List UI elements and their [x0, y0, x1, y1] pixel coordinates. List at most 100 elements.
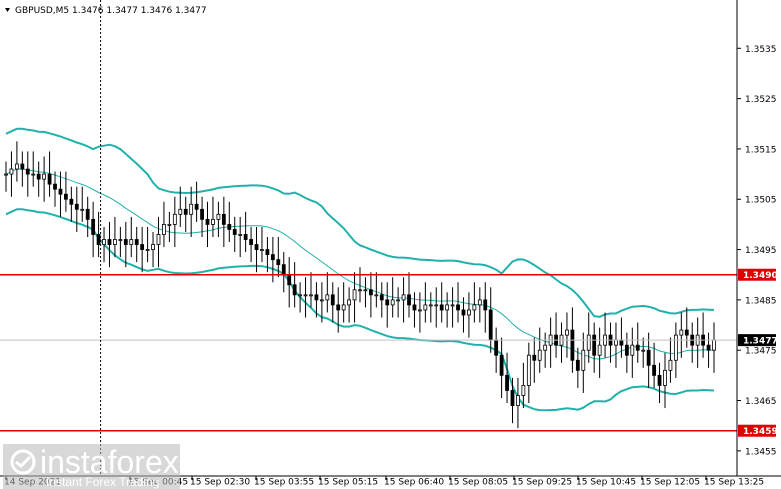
candle-body	[456, 304, 460, 311]
candle-body	[129, 239, 134, 245]
candle	[690, 322, 695, 363]
candle	[434, 287, 439, 328]
candle	[232, 216, 237, 253]
candle	[548, 317, 553, 368]
candle-body	[521, 385, 526, 396]
candle	[641, 337, 646, 368]
y-tick-label: 1.3525	[745, 95, 777, 105]
candle	[80, 186, 85, 222]
candle-body	[270, 254, 275, 261]
candle-body	[31, 173, 36, 176]
candle-body	[657, 374, 662, 386]
moving-average-line	[5, 168, 715, 360]
candle	[614, 322, 618, 368]
candle-body	[488, 309, 493, 341]
candle	[663, 352, 667, 409]
candle-body	[532, 354, 537, 361]
candle-body	[4, 173, 8, 176]
candle	[510, 377, 515, 424]
candle-body	[336, 304, 341, 311]
y-tick-label: 1.3485	[745, 296, 777, 306]
candle-body	[477, 299, 482, 306]
candle-body	[167, 224, 172, 226]
y-tick-label: 1.3505	[745, 196, 777, 206]
candle-body	[309, 294, 313, 297]
candle-body	[635, 344, 640, 351]
candle	[145, 226, 150, 263]
candle-body	[467, 309, 471, 316]
candle-body	[390, 299, 395, 306]
candle	[123, 221, 128, 268]
candle-body	[47, 173, 52, 185]
candle	[401, 277, 406, 323]
candle-body	[249, 239, 253, 245]
candle-body	[341, 304, 346, 311]
candle	[221, 196, 226, 248]
candle-body	[619, 339, 624, 346]
candle-body	[211, 218, 215, 225]
level-price-tag	[738, 268, 776, 281]
candle	[69, 186, 74, 222]
candle	[701, 312, 706, 358]
candle-body	[238, 234, 243, 236]
candle	[624, 332, 629, 373]
candle	[673, 322, 678, 378]
candle	[151, 231, 155, 268]
candle	[407, 272, 411, 318]
candle-body	[597, 344, 602, 356]
candle	[581, 332, 586, 393]
candle-body	[374, 294, 379, 297]
candle	[227, 201, 232, 243]
candle-body	[194, 203, 199, 210]
candle-body	[118, 239, 123, 241]
candle-body	[684, 329, 689, 336]
candle	[635, 322, 640, 363]
candle	[603, 312, 607, 358]
current-price-tag	[738, 334, 776, 347]
candle-body	[25, 168, 30, 175]
candle	[85, 196, 90, 237]
candle	[167, 211, 172, 243]
candle	[695, 317, 700, 368]
candle	[254, 226, 259, 273]
candle	[467, 292, 471, 338]
watermark-brand: instaforex	[40, 444, 179, 480]
x-tick-label: 15 Sep 10:45	[576, 478, 636, 488]
candle-body	[102, 239, 106, 245]
x-tick-label: 15 Sep 03:55	[254, 478, 314, 488]
candle-body	[575, 359, 580, 371]
candle	[374, 272, 379, 308]
triangle-down-icon[interactable]	[5, 8, 10, 12]
watermark-tagline: Instant Forex Trading	[46, 475, 159, 489]
candle-body	[347, 299, 352, 306]
candle-body	[472, 304, 477, 311]
y-tick-label: 1.3455	[745, 447, 777, 457]
candle-body	[663, 369, 667, 386]
candle	[4, 161, 8, 192]
candle-body	[14, 163, 19, 170]
candle	[352, 272, 357, 323]
candle	[477, 287, 482, 323]
candle-body	[407, 294, 411, 306]
x-tick-label: 15 Sep 08:05	[448, 478, 508, 488]
candle	[586, 312, 591, 363]
candle-body	[630, 344, 635, 356]
candle-body	[646, 349, 651, 366]
candle	[129, 216, 134, 258]
upper-band-line	[5, 127, 715, 318]
candle-body	[586, 334, 591, 351]
candle-body	[428, 304, 433, 307]
candle-body	[358, 289, 362, 292]
candle	[358, 267, 362, 303]
candle-body	[330, 294, 335, 306]
candle	[488, 287, 493, 353]
candle-body	[113, 239, 117, 245]
candle-body	[189, 203, 194, 215]
candle	[336, 287, 341, 333]
candle-body	[712, 339, 716, 351]
candle-body	[581, 349, 586, 371]
candle-body	[418, 309, 422, 312]
candle-body	[145, 249, 150, 251]
